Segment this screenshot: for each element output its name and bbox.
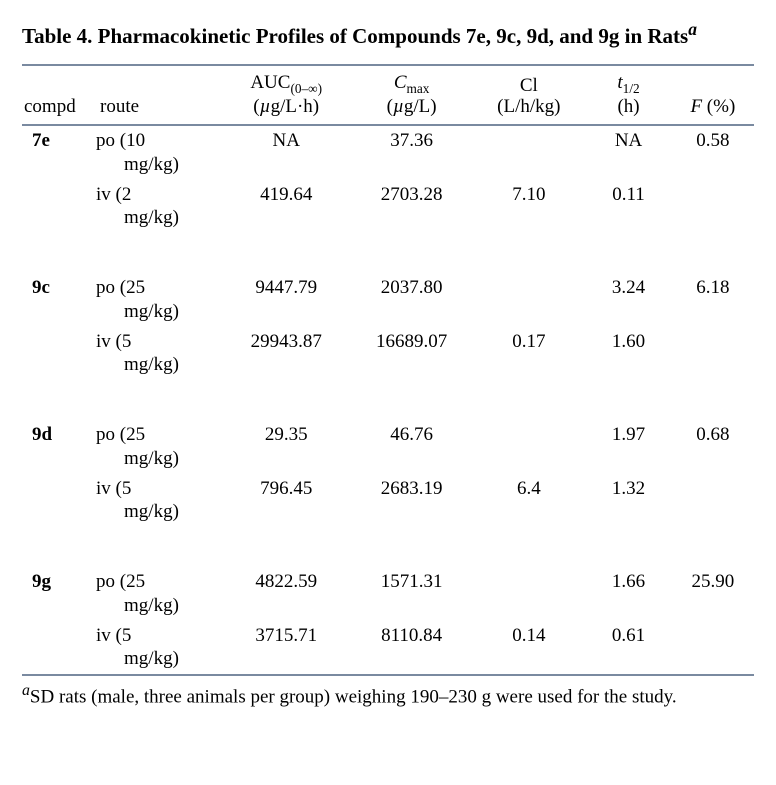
- cell-route: po (25mg/kg): [96, 273, 221, 327]
- cell-cl: [472, 567, 585, 621]
- cell-t12: 1.32: [585, 474, 671, 528]
- cell-t12: NA: [585, 125, 671, 180]
- hdr-cmax: Cmax (µg/L): [351, 65, 472, 125]
- cell-cmax: 2037.80: [351, 273, 472, 327]
- table-footnote: aSD rats (male, three animals per group)…: [22, 680, 754, 710]
- cell-route: po (25mg/kg): [96, 420, 221, 474]
- cell-compd: 9d: [22, 420, 96, 474]
- group-gap-row: [22, 233, 754, 273]
- group-gap-row: [22, 527, 754, 567]
- cell-cmax: 1571.31: [351, 567, 472, 621]
- cell-cl: [472, 420, 585, 474]
- cell-cmax: 46.76: [351, 420, 472, 474]
- cell-f: 6.18: [672, 273, 754, 327]
- hdr-cl: Cl (L/h/kg): [472, 65, 585, 125]
- cell-compd: 9c: [22, 273, 96, 327]
- table-row: 9dpo (25mg/kg)29.3546.76 1.970.68: [22, 420, 754, 474]
- cell-auc: 9447.79: [221, 273, 351, 327]
- hdr-t12: t1/2 (h): [585, 65, 671, 125]
- cell-compd: [22, 621, 96, 676]
- title-footnote-marker: a: [688, 19, 697, 39]
- cell-auc: 29943.87: [221, 327, 351, 381]
- cell-auc: 3715.71: [221, 621, 351, 676]
- cell-auc: NA: [221, 125, 351, 180]
- cell-cl: 6.4: [472, 474, 585, 528]
- table-row: iv (5mg/kg)3715.718110.840.140.61: [22, 621, 754, 676]
- table-row: iv (2mg/kg)419.642703.287.100.11: [22, 180, 754, 234]
- cell-t12: 3.24: [585, 273, 671, 327]
- hdr-f: F (%): [672, 65, 754, 125]
- cell-f: [672, 180, 754, 234]
- footnote-marker: a: [22, 682, 30, 699]
- cell-compd: [22, 180, 96, 234]
- cell-route: po (25mg/kg): [96, 567, 221, 621]
- table-row: iv (5mg/kg)796.452683.196.41.32: [22, 474, 754, 528]
- title-text: Table 4. Pharmacokinetic Profiles of Com…: [22, 24, 688, 48]
- header-row: compd route AUC(0–∞) (µg/L·h) Cmax (µg/L…: [22, 65, 754, 125]
- cell-cmax: 8110.84: [351, 621, 472, 676]
- cell-cl: [472, 125, 585, 180]
- cell-auc: 419.64: [221, 180, 351, 234]
- cell-t12: 0.61: [585, 621, 671, 676]
- table-body: 7epo (10mg/kg)NA37.36NA0.58iv (2mg/kg)41…: [22, 125, 754, 675]
- cell-route: iv (5mg/kg): [96, 474, 221, 528]
- cell-route: iv (2mg/kg): [96, 180, 221, 234]
- cell-auc: 29.35: [221, 420, 351, 474]
- cell-cmax: 16689.07: [351, 327, 472, 381]
- table-row: 9cpo (25mg/kg)9447.792037.80 3.246.18: [22, 273, 754, 327]
- cell-f: [672, 474, 754, 528]
- cell-cl: 0.14: [472, 621, 585, 676]
- cell-cmax: 2703.28: [351, 180, 472, 234]
- hdr-route: route: [96, 65, 221, 125]
- cell-f: [672, 327, 754, 381]
- cell-compd: [22, 474, 96, 528]
- cell-t12: 1.97: [585, 420, 671, 474]
- pk-table: compd route AUC(0–∞) (µg/L·h) Cmax (µg/L…: [22, 64, 754, 676]
- cell-route: iv (5mg/kg): [96, 621, 221, 676]
- cell-f: 0.58: [672, 125, 754, 180]
- hdr-auc: AUC(0–∞) (µg/L·h): [221, 65, 351, 125]
- cell-cl: 7.10: [472, 180, 585, 234]
- cell-cl: 0.17: [472, 327, 585, 381]
- group-gap-row: [22, 380, 754, 420]
- cell-cmax: 2683.19: [351, 474, 472, 528]
- cell-compd: 9g: [22, 567, 96, 621]
- cell-cl: [472, 273, 585, 327]
- table-title: Table 4. Pharmacokinetic Profiles of Com…: [22, 18, 754, 50]
- table-row: iv (5mg/kg)29943.8716689.070.171.60: [22, 327, 754, 381]
- cell-t12: 0.11: [585, 180, 671, 234]
- table-row: 7epo (10mg/kg)NA37.36NA0.58: [22, 125, 754, 180]
- cell-auc: 4822.59: [221, 567, 351, 621]
- cell-f: 0.68: [672, 420, 754, 474]
- cell-compd: [22, 327, 96, 381]
- footnote-text: SD rats (male, three animals per group) …: [30, 687, 677, 708]
- cell-f: 25.90: [672, 567, 754, 621]
- cell-auc: 796.45: [221, 474, 351, 528]
- table-row: 9gpo (25mg/kg)4822.591571.31 1.6625.90: [22, 567, 754, 621]
- cell-cmax: 37.36: [351, 125, 472, 180]
- cell-route: iv (5mg/kg): [96, 327, 221, 381]
- cell-compd: 7e: [22, 125, 96, 180]
- cell-route: po (10mg/kg): [96, 125, 221, 180]
- hdr-compd: compd: [22, 65, 96, 125]
- cell-t12: 1.60: [585, 327, 671, 381]
- cell-t12: 1.66: [585, 567, 671, 621]
- cell-f: [672, 621, 754, 676]
